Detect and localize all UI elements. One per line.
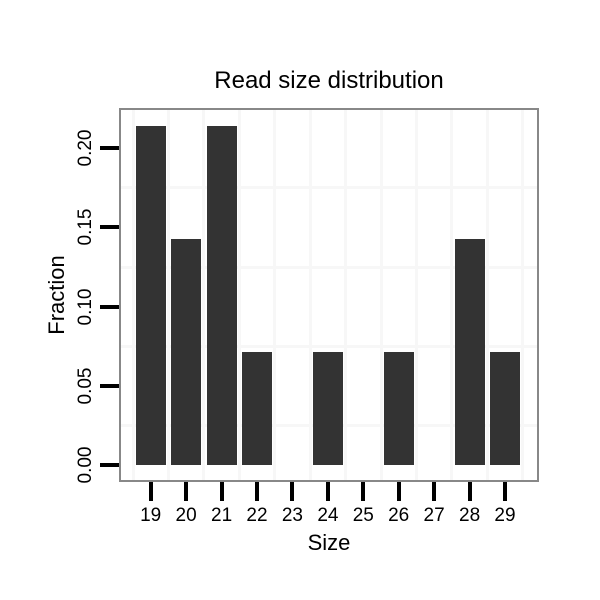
plot-panel [119, 108, 539, 482]
bar [490, 351, 520, 465]
y-axis-tick-label: 0.00 [75, 446, 96, 484]
x-axis-tick [361, 482, 366, 501]
minor-gridline-vertical [379, 110, 383, 480]
y-axis-tick [100, 383, 119, 388]
y-axis-tick [100, 146, 119, 151]
minor-gridline-vertical [166, 110, 170, 480]
x-axis-tick [184, 482, 189, 501]
minor-gridline-vertical [485, 110, 489, 480]
x-axis-tick [325, 482, 330, 501]
minor-gridline-vertical [344, 110, 348, 480]
bar [135, 125, 166, 465]
x-axis-tick [467, 482, 472, 501]
minor-gridline-vertical [131, 110, 135, 480]
y-axis-label: Fraction [44, 255, 69, 335]
x-axis-tick [432, 482, 437, 501]
x-axis-tick [396, 482, 401, 501]
minor-gridline-horizontal [121, 265, 537, 269]
bar [206, 125, 237, 465]
bar [454, 238, 485, 465]
x-axis-tick-label: 29 [494, 505, 516, 526]
x-axis-tick [255, 482, 259, 501]
x-axis-tick-label: 22 [246, 505, 268, 526]
bar [312, 351, 343, 465]
minor-gridline-vertical [273, 110, 277, 480]
x-axis-tick [148, 482, 153, 501]
x-axis-label: Size [307, 530, 351, 555]
bar [383, 351, 414, 465]
x-axis-tick-label: 23 [281, 505, 303, 526]
minor-gridline-horizontal [121, 186, 537, 190]
minor-gridline-vertical [202, 110, 206, 480]
x-axis-tick-label: 26 [388, 505, 410, 526]
minor-gridline-vertical [237, 110, 241, 480]
x-axis-tick-label: 21 [211, 505, 233, 526]
y-axis-tick-label: 0.15 [75, 208, 96, 246]
chart-title: Read size distribution [214, 67, 444, 94]
x-axis-tick-label: 24 [317, 505, 339, 526]
x-axis-tick-label: 19 [140, 505, 162, 526]
bar [242, 351, 272, 465]
minor-gridline-vertical [521, 110, 525, 480]
y-axis-tick-label: 0.20 [75, 129, 96, 167]
bar [171, 238, 202, 465]
y-axis-tick [100, 304, 119, 309]
x-axis-tick-label: 28 [459, 505, 481, 526]
y-axis-tick [100, 463, 119, 467]
x-axis-tick-label: 27 [423, 505, 445, 526]
y-axis-tick-label: 0.05 [75, 367, 96, 405]
minor-gridline-horizontal [121, 344, 537, 348]
x-axis-tick [219, 482, 224, 501]
x-axis-tick [503, 482, 507, 501]
x-axis-tick [290, 482, 295, 501]
minor-gridline-vertical [450, 110, 454, 480]
y-axis-tick-label: 0.10 [75, 288, 96, 326]
minor-gridline-vertical [308, 110, 312, 480]
x-axis-tick-label: 25 [352, 505, 374, 526]
x-axis-tick-label: 20 [175, 505, 197, 526]
y-axis-tick [100, 225, 119, 230]
minor-gridline-vertical [414, 110, 418, 480]
